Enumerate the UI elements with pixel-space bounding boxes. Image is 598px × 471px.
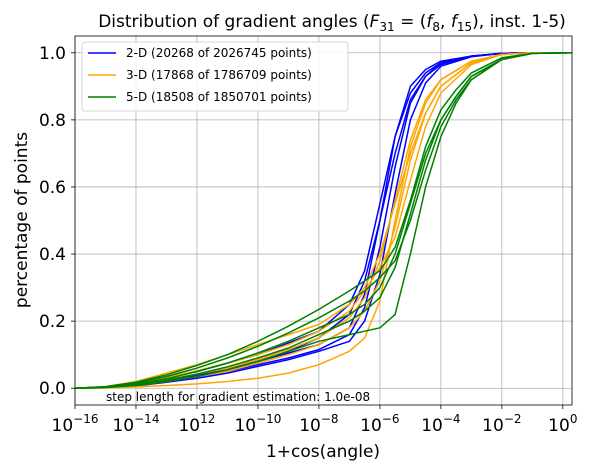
plot-lines [74, 52, 573, 389]
series-line [74, 52, 572, 389]
y-tick-label: 0.0 [39, 379, 66, 399]
legend: 2-D (20268 of 2026745 points) 3-D (17868… [81, 41, 349, 112]
y-axis-label: percentage of points [12, 132, 32, 308]
legend-label-5d: 5-D (18508 of 1850701 points) [126, 90, 312, 104]
series-line [74, 52, 573, 389]
x-tick-label: 10−6 [360, 412, 399, 436]
x-tick-label: 10−10 [234, 412, 281, 436]
y-tick-label: 1.0 [39, 44, 66, 64]
y-tick-label: 0.2 [39, 312, 66, 332]
x-tick-label: 10−14 [112, 412, 159, 436]
x-axis-label: 1+cos(angle) [266, 442, 380, 462]
x-tick-label: 10−8 [299, 412, 338, 436]
x-tick-label: 1012 [178, 412, 215, 436]
x-tick-label: 10−16 [52, 412, 99, 436]
series-line [74, 52, 572, 389]
x-tick-label: 10−2 [482, 412, 521, 436]
legend-label-2d: 2-D (20268 of 2026745 points) [126, 46, 312, 60]
series-line [74, 52, 573, 389]
series-line [74, 52, 573, 389]
y-tick-label: 0.8 [39, 111, 66, 131]
legend-label-3d: 3-D (17868 of 1786709 points) [126, 68, 312, 82]
x-tick-label: 10−4 [421, 412, 460, 436]
x-tick-label: 100 [548, 412, 577, 436]
plot-frame [74, 35, 573, 406]
y-tick-label: 0.4 [39, 245, 66, 265]
chart-title: Distribution of gradient angles (F31 = (… [98, 12, 566, 34]
y-tick-label: 0.6 [39, 178, 66, 198]
axis-ticks: 10−16 10−14 1012 10−10 10−8 10−6 10−4 10−2 100 0.… [39, 44, 578, 436]
legend-box [81, 41, 349, 112]
annotation: step length for gradient estimation: 1.0… [106, 390, 370, 404]
